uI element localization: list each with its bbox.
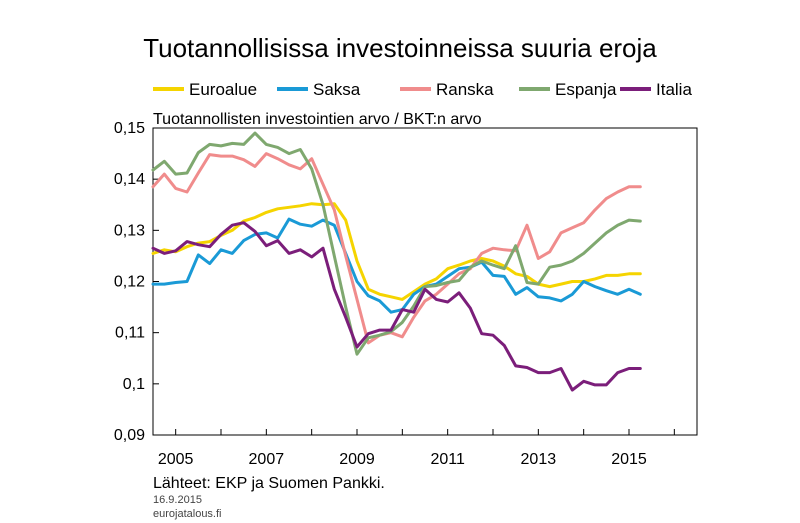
series-line-italia <box>151 221 642 392</box>
site-text: eurojatalous.fi <box>153 508 222 520</box>
legend-label: Italia <box>656 80 692 99</box>
source-text: Lähteet: EKP ja Suomen Pankki. <box>153 475 385 492</box>
legend-label: Espanja <box>555 80 617 99</box>
x-tick-label: 2005 <box>158 451 194 468</box>
series-line-euroalue <box>151 202 642 301</box>
y-tick-label: 0,11 <box>115 325 145 342</box>
x-axis: 2005 2007 2009 2011 2013 2015 <box>158 429 675 468</box>
x-tick-label: 2011 <box>430 451 465 468</box>
legend-label: Euroalue <box>189 80 257 99</box>
date-text: 16.9.2015 <box>153 494 202 506</box>
series-line-ranska <box>151 152 642 345</box>
y-axis: 0,09 0,1 0,11 0,12 0,13 0,14 0,15 <box>114 120 159 444</box>
x-tick-label: 2009 <box>339 451 375 468</box>
chart-title: Tuotannollisissa investoinneissa suuria … <box>143 33 657 63</box>
legend: Euroalue Saksa Ranska Espanja Italia <box>153 80 692 99</box>
x-tick-label: 2007 <box>249 451 285 468</box>
plot-frame <box>152 127 698 436</box>
x-tick-label: 2015 <box>611 451 647 468</box>
y-tick-label: 0,09 <box>114 427 145 444</box>
y-tick-label: 0,15 <box>114 120 145 137</box>
legend-label: Ranska <box>436 80 494 99</box>
x-tick-label: 2013 <box>521 451 557 468</box>
legend-label: Saksa <box>313 80 361 99</box>
series-lines <box>151 131 642 392</box>
series-line-saksa <box>151 217 642 314</box>
y-tick-label: 0,13 <box>114 222 145 239</box>
y-tick-label: 0,14 <box>114 171 145 188</box>
y-tick-label: 0,1 <box>123 376 145 393</box>
y-tick-label: 0,12 <box>114 274 145 291</box>
series-line-espanja <box>151 131 642 356</box>
y-axis-label: Tuotannollisten investointien arvo / BKT… <box>153 111 482 128</box>
